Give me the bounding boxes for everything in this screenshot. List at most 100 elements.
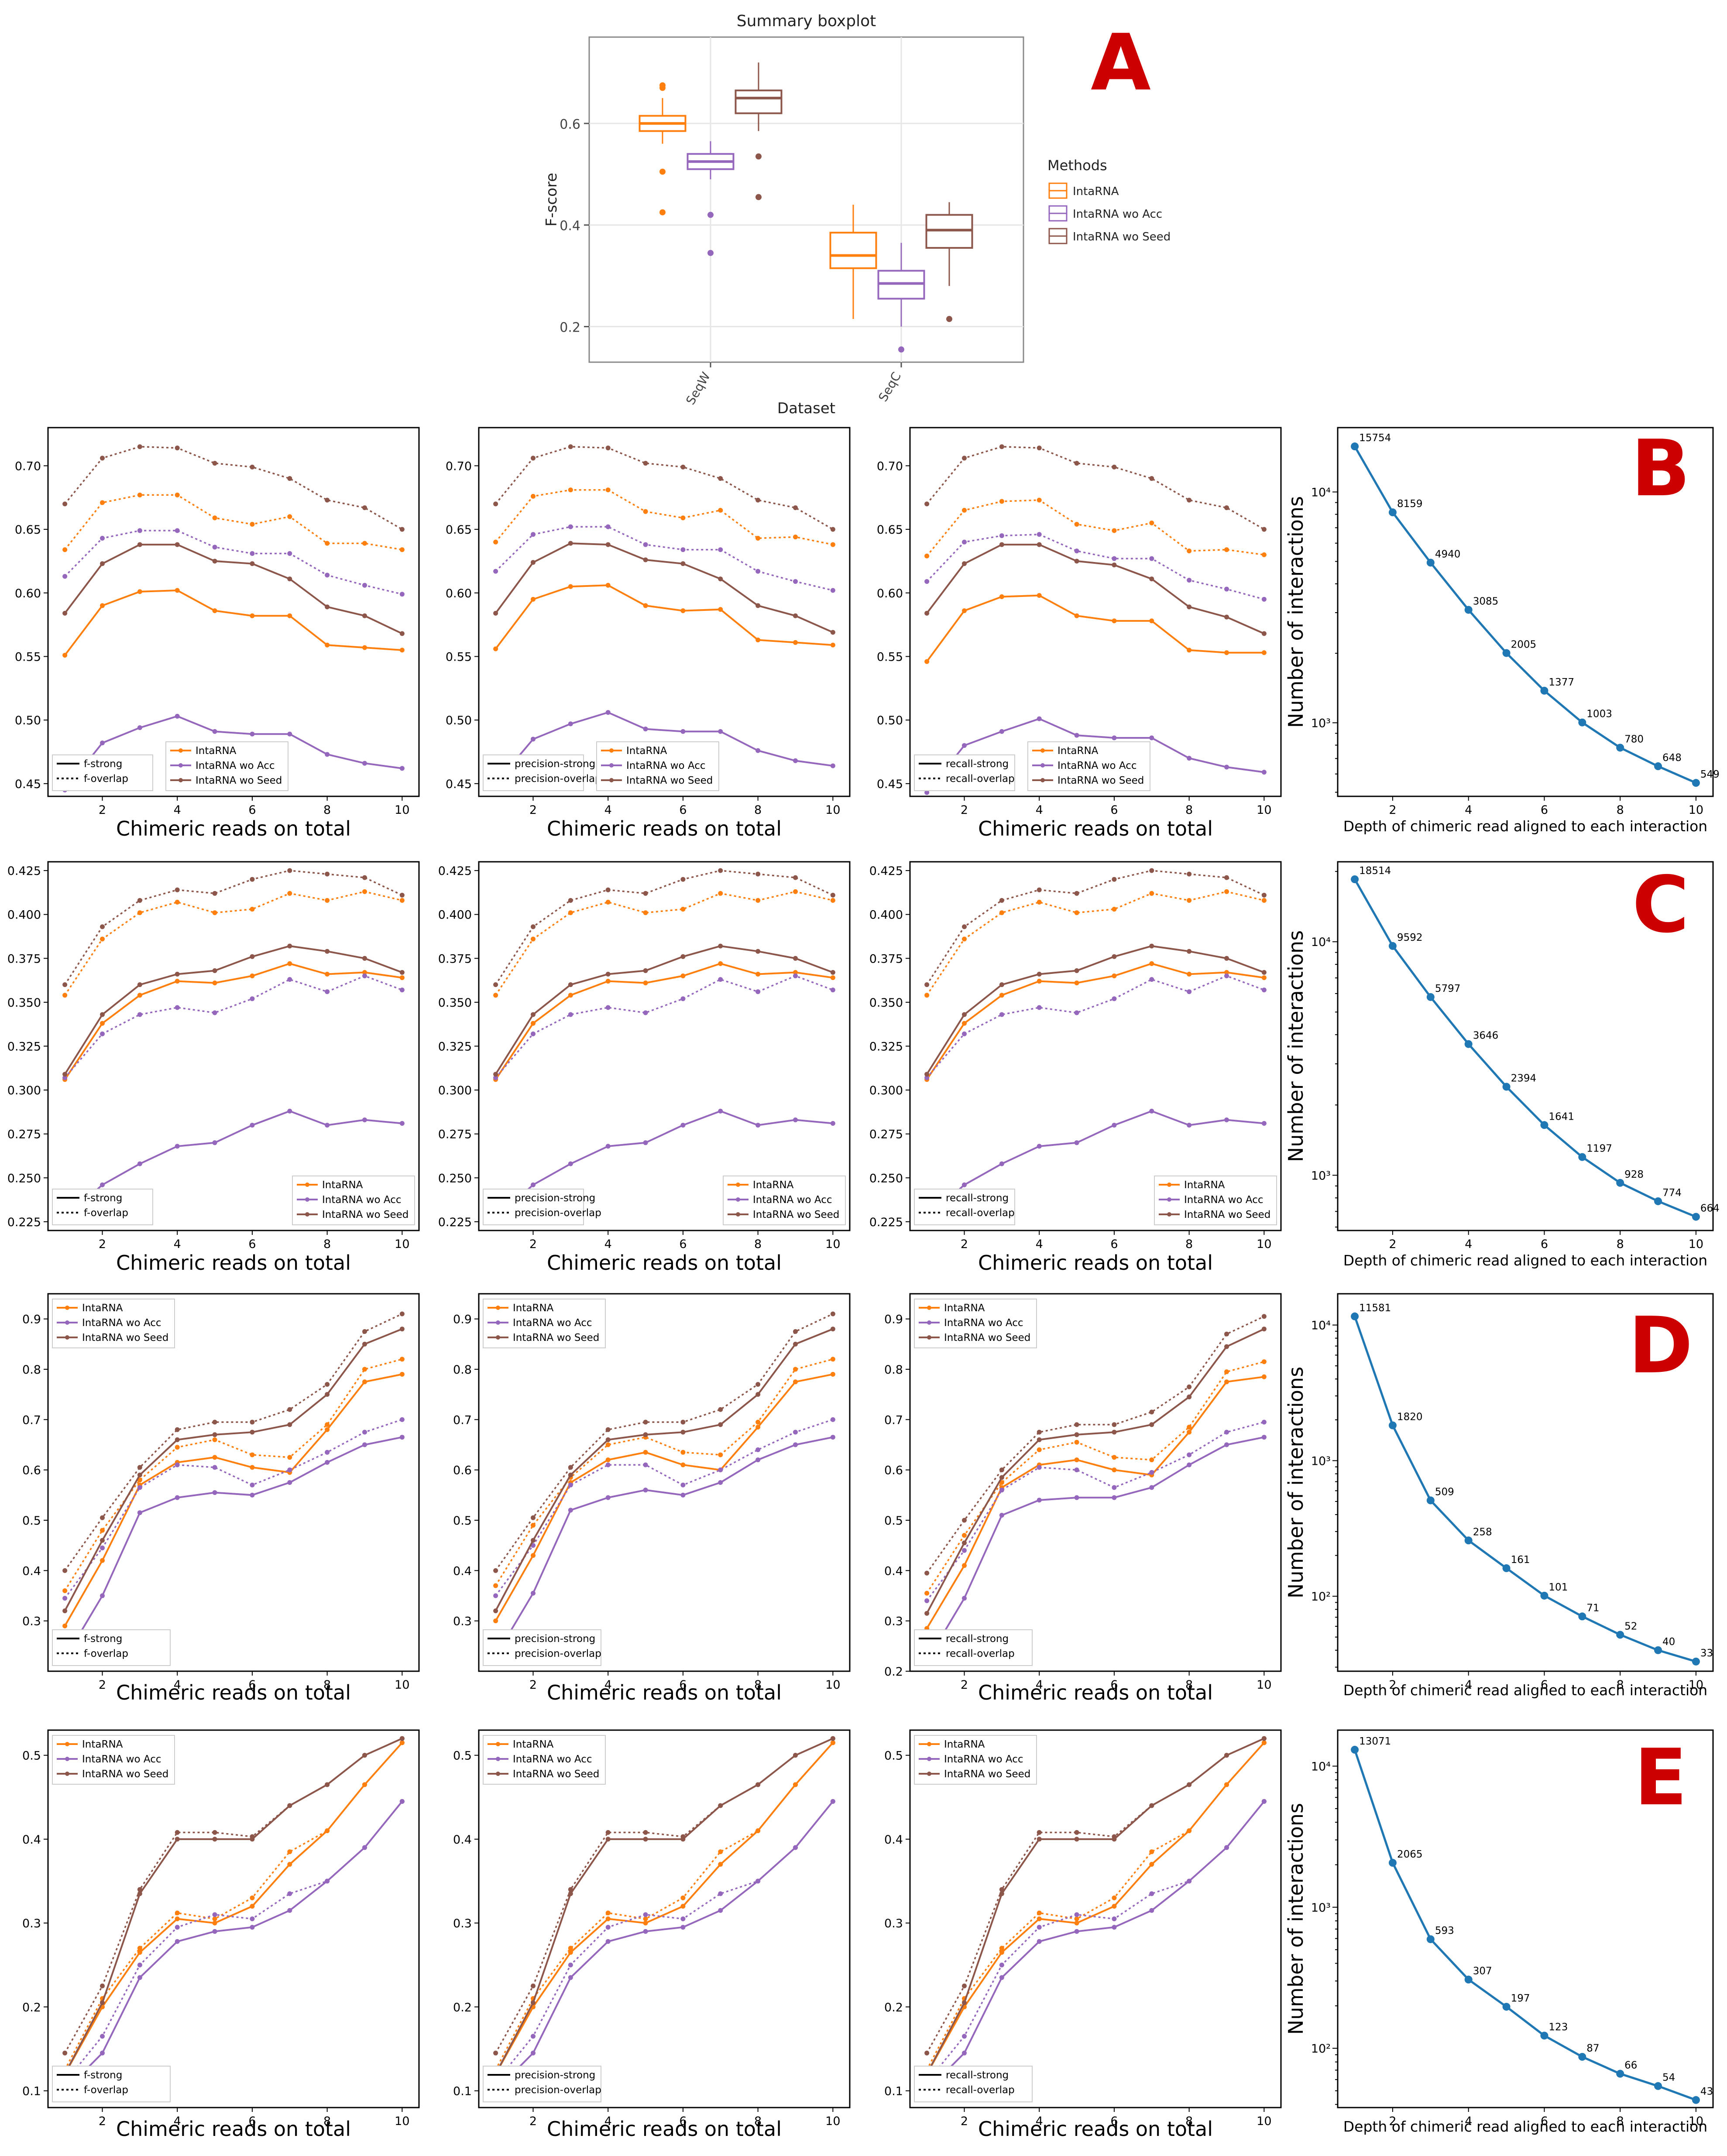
y-tick-label: 0.375 bbox=[7, 952, 41, 966]
data-point bbox=[1149, 943, 1154, 949]
data-point bbox=[1261, 1327, 1267, 1332]
data-point bbox=[100, 1031, 105, 1036]
series-line bbox=[926, 963, 1264, 1080]
data-point bbox=[1187, 578, 1192, 583]
x-axis-label: Chimeric reads on total bbox=[116, 817, 351, 840]
x-tick-label: 10 bbox=[1689, 803, 1703, 817]
x-tick-label: 4 bbox=[174, 1678, 181, 1692]
x-tick-label: 10 bbox=[395, 1678, 409, 1692]
data-point bbox=[362, 1442, 367, 1447]
data-point bbox=[1037, 1925, 1042, 1930]
data-point bbox=[1074, 1830, 1079, 1835]
line-panel-e-3: 0.1 0.2 0.3 0.4 0.5 2 4 6 8 10 Chimeric reads on t… bbox=[884, 1729, 1282, 2141]
count-point bbox=[1502, 2002, 1511, 2011]
data-point bbox=[287, 476, 292, 481]
outlier-point bbox=[707, 212, 714, 218]
data-point bbox=[961, 1983, 967, 1988]
y-tick-label: 0.300 bbox=[869, 1084, 903, 1097]
data-point bbox=[399, 766, 405, 771]
data-point bbox=[961, 1596, 967, 1601]
data-point bbox=[250, 1465, 255, 1470]
data-point bbox=[1037, 972, 1042, 977]
data-point bbox=[493, 2050, 498, 2056]
style-legend-label: f-strong bbox=[84, 1193, 122, 1204]
data-point bbox=[793, 505, 798, 511]
method-legend-marker bbox=[496, 1742, 500, 1746]
data-point bbox=[1149, 521, 1154, 526]
data-point bbox=[1074, 733, 1079, 738]
data-point bbox=[1261, 892, 1267, 898]
series-line bbox=[926, 1110, 1264, 1219]
data-point bbox=[568, 1012, 573, 1017]
data-point bbox=[1187, 1384, 1192, 1389]
method-legend-marker bbox=[1167, 1212, 1171, 1217]
method-legend-marker bbox=[496, 1320, 500, 1325]
data-point bbox=[362, 645, 367, 650]
data-point bbox=[212, 1432, 217, 1437]
data-point bbox=[250, 1834, 255, 1839]
style-legend-label: recall-overlap bbox=[946, 1648, 1015, 1659]
data-point bbox=[325, 541, 330, 546]
data-point bbox=[325, 604, 330, 610]
plot-frame bbox=[47, 1293, 420, 1672]
data-point bbox=[325, 1828, 330, 1834]
data-point bbox=[493, 501, 498, 507]
method-legend-label: IntaRNA wo Acc bbox=[944, 1754, 1023, 1765]
method-legend-label: IntaRNA wo Acc bbox=[82, 1317, 161, 1329]
y-tick-label: 0.7 bbox=[884, 1413, 903, 1427]
data-point bbox=[793, 613, 798, 618]
data-label: 71 bbox=[1586, 1602, 1599, 1614]
data-point bbox=[793, 1753, 798, 1758]
data-point bbox=[530, 936, 536, 942]
data-point bbox=[605, 1437, 611, 1442]
data-point bbox=[399, 1311, 405, 1316]
data-point bbox=[680, 464, 686, 470]
y-tick-label: 0.55 bbox=[877, 650, 903, 664]
data-point bbox=[1074, 613, 1079, 618]
data-point bbox=[643, 1912, 648, 1917]
data-point bbox=[830, 1799, 835, 1804]
data-point bbox=[175, 713, 180, 719]
data-point bbox=[961, 1540, 967, 1546]
y-tick-label: 0.45 bbox=[877, 778, 903, 791]
data-point bbox=[1261, 1359, 1267, 1364]
method-legend-marker bbox=[1040, 763, 1045, 768]
data-point bbox=[999, 993, 1004, 998]
data-point bbox=[530, 560, 536, 565]
data-point bbox=[137, 993, 142, 998]
count-point bbox=[1540, 686, 1548, 695]
box bbox=[829, 232, 877, 269]
data-point bbox=[1074, 521, 1079, 527]
y-tick-label: 0.60 bbox=[877, 587, 903, 600]
data-point bbox=[250, 954, 255, 959]
data-point bbox=[999, 1962, 1004, 1967]
x-tick-label: 6 bbox=[1110, 803, 1118, 817]
data-point bbox=[1261, 987, 1267, 993]
data-point bbox=[1149, 1457, 1154, 1463]
series-line bbox=[494, 542, 834, 633]
data-point bbox=[212, 980, 217, 986]
style-legend-box bbox=[914, 1629, 1033, 1666]
y-tick-label: 0.9 bbox=[22, 1313, 41, 1327]
data-point bbox=[605, 542, 611, 547]
data-point bbox=[605, 1837, 611, 1842]
data-point bbox=[793, 1782, 798, 1787]
x-tick-label: 2 bbox=[1389, 803, 1396, 817]
data-point bbox=[755, 1123, 761, 1128]
x-tick-label: 6 bbox=[679, 1678, 687, 1692]
method-legend-label: IntaRNA bbox=[82, 1303, 123, 1314]
data-point bbox=[287, 1803, 292, 1808]
data-point bbox=[325, 642, 330, 648]
x-tick-label: 6 bbox=[1110, 2115, 1118, 2128]
data-point bbox=[643, 1140, 648, 1145]
data-point bbox=[1187, 1394, 1192, 1399]
data-point bbox=[325, 1392, 330, 1397]
boxplot-title: Summary boxplot bbox=[737, 12, 876, 30]
data-point bbox=[399, 592, 405, 597]
data-point bbox=[1187, 604, 1192, 610]
data-point bbox=[175, 492, 180, 497]
y-tick-label: 0.250 bbox=[7, 1172, 41, 1185]
y-tick-label: 0.9 bbox=[453, 1313, 472, 1327]
data-point bbox=[62, 547, 68, 552]
